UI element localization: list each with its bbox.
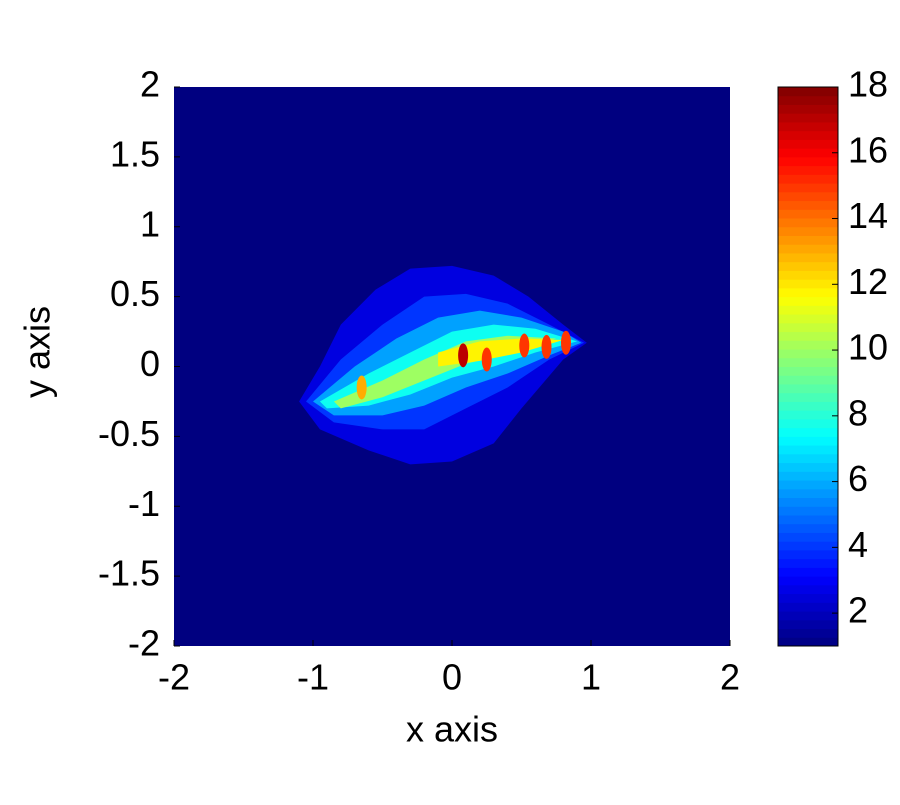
colorbar-step [778, 366, 838, 376]
colorbar-step [778, 191, 838, 202]
y-tick-label: 2 [140, 64, 160, 105]
colorbar-step [778, 628, 838, 638]
colorbar-step [778, 392, 838, 402]
colorbar-step [778, 514, 838, 525]
colorbar-step [778, 602, 838, 612]
colorbar-step [778, 130, 838, 140]
contour-peak [560, 330, 571, 355]
x-tick-label: -2 [158, 657, 190, 698]
colorbar-step [778, 383, 838, 394]
colorbar-step [778, 445, 838, 455]
colorbar-step [778, 314, 838, 324]
x-tick-label: -1 [297, 657, 329, 698]
colorbar-tick-label: 14 [848, 195, 888, 236]
colorbar-tick-label: 6 [848, 458, 868, 499]
contour-peak [541, 334, 552, 359]
colorbar-step [778, 235, 838, 245]
y-tick-label: 1.5 [110, 133, 160, 174]
colorbar-step [778, 558, 838, 568]
colorbar-frame [777, 86, 839, 647]
colorbar-step [778, 287, 838, 298]
x-tick-label: 1 [581, 657, 601, 698]
colorbar-step [778, 611, 838, 621]
colorbar-step [778, 252, 838, 263]
colorbar-step [778, 541, 838, 551]
colorbar-tick-label: 2 [848, 590, 868, 631]
colorbar-step [778, 244, 838, 254]
colorbar-step [778, 576, 838, 586]
colorbar-step [778, 261, 838, 271]
colorbar-step [778, 331, 838, 341]
colorbar-step [778, 296, 838, 306]
colorbar-step [778, 549, 838, 560]
y-tick-label: -0.5 [98, 413, 160, 454]
colorbar-step [778, 139, 838, 149]
colorbar-step [778, 375, 838, 385]
colorbar-step [778, 401, 838, 411]
y-tick-label: 1 [140, 203, 160, 244]
colorbar-step [778, 200, 838, 210]
colorbar-tick-label: 10 [848, 327, 888, 368]
contour-peak [458, 343, 469, 368]
colorbar-step [778, 121, 838, 132]
y-tick-label: 0 [140, 343, 160, 384]
colorbar-step [778, 322, 838, 333]
colorbar-step [778, 357, 838, 367]
colorbar-step [778, 567, 838, 577]
colorbar-step [778, 410, 838, 420]
colorbar-tick-label: 16 [848, 129, 888, 170]
colorbar-step [778, 174, 838, 184]
colorbar-step [778, 226, 838, 236]
contour-peak [356, 375, 367, 400]
y-tick-label: -1 [128, 483, 160, 524]
colorbar-step [778, 349, 838, 359]
colorbar-step [778, 584, 838, 595]
colorbar-step [778, 427, 838, 437]
colorbar-step [778, 593, 838, 603]
colorbar-step [778, 418, 838, 429]
colorbar-step [778, 104, 838, 114]
colorbar-step [778, 87, 838, 97]
colorbar-step [778, 436, 838, 446]
colorbar-step [778, 95, 838, 105]
colorbar-step [778, 471, 838, 481]
colorbar-step [778, 279, 838, 289]
x-tick-label: 2 [720, 657, 740, 698]
y-tick-label: -1.5 [98, 553, 160, 594]
colorbar-step [778, 453, 838, 464]
y-tick-label: 0.5 [110, 273, 160, 314]
colorbar-step [778, 532, 838, 542]
colorbar-step [778, 340, 838, 350]
x-axis-label: x axis [406, 709, 498, 750]
colorbar-step [778, 497, 838, 507]
contour-peak [519, 333, 530, 358]
colorbar-step [778, 218, 838, 228]
colorbar-step [778, 113, 838, 123]
colorbar-step [778, 462, 838, 472]
contour-peak [481, 347, 492, 372]
colorbar-step [778, 165, 838, 175]
colorbar-step [778, 156, 838, 167]
colorbar-step [778, 523, 838, 533]
y-axis-label: y axis [17, 306, 58, 398]
colorbar-tick-label: 4 [848, 524, 868, 565]
colorbar-step [778, 488, 838, 499]
x-tick-label: 0 [442, 657, 462, 698]
colorbar-step [778, 305, 838, 315]
colorbar-step [778, 506, 838, 516]
colorbar-step [778, 148, 838, 158]
colorbar-step [778, 270, 838, 280]
colorbar-tick-label: 8 [848, 392, 868, 433]
colorbar-tick-label: 12 [848, 261, 888, 302]
contour-region [438, 338, 564, 367]
colorbar-tick-label: 18 [848, 64, 888, 105]
colorbar-step [778, 183, 838, 193]
y-tick-label: -2 [128, 623, 160, 664]
colorbar-step [778, 480, 838, 490]
colorbar-step [778, 209, 838, 219]
colorbar-step [778, 637, 838, 647]
colorbar-step [778, 619, 838, 630]
